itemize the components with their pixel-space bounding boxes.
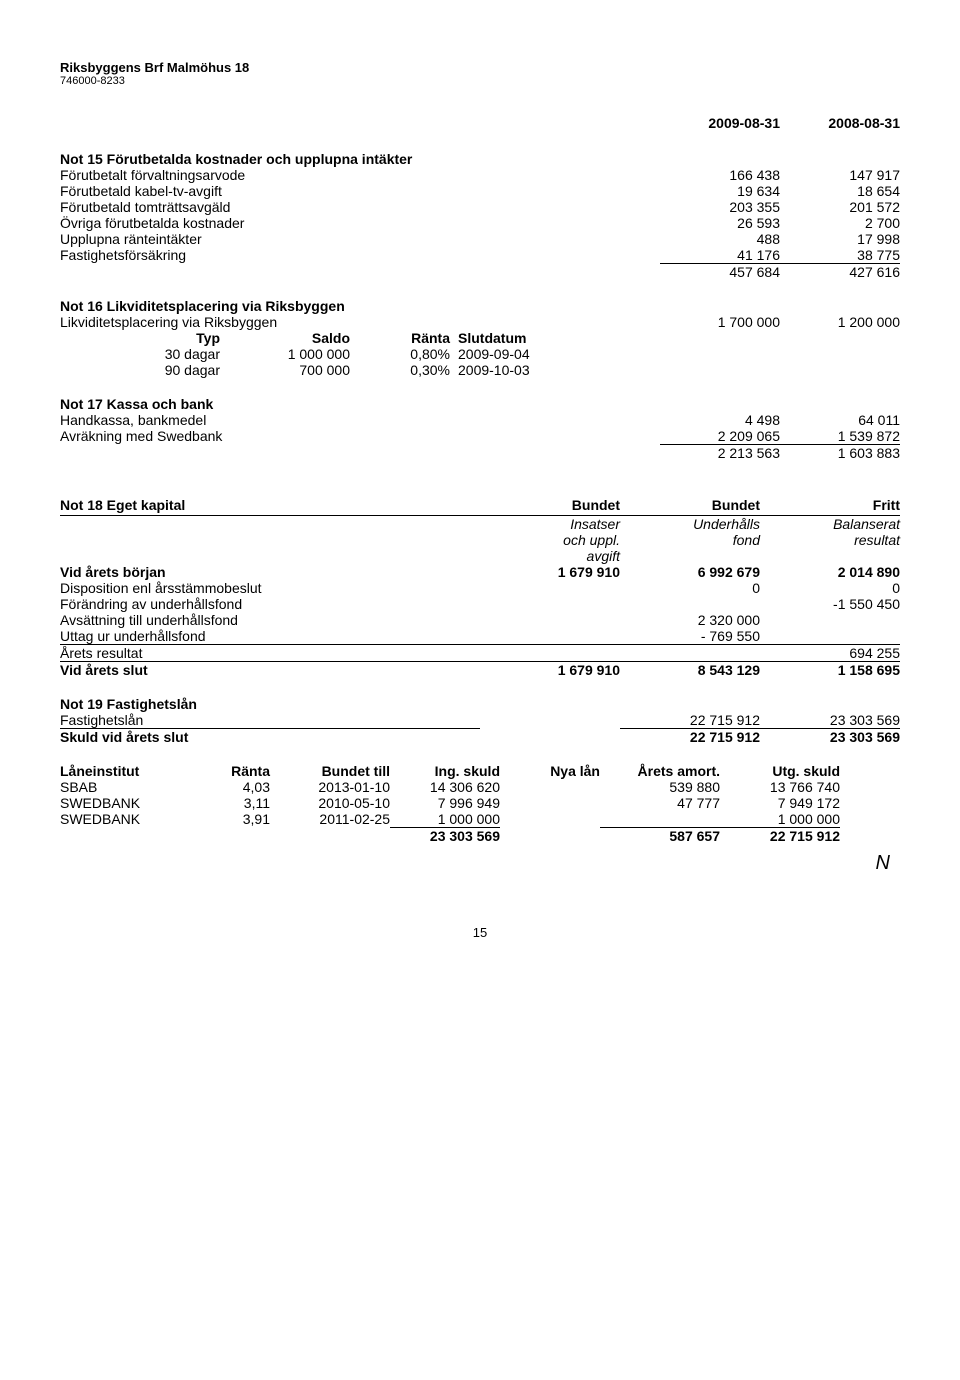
not15-row: Övriga förutbetalda kostnader 26 593 2 7…	[60, 215, 900, 231]
not15-row: Förutbetald tomträttsavgäld 203 355 201 …	[60, 199, 900, 215]
not19-end: Skuld vid årets slut 22 715 912 23 303 5…	[60, 728, 900, 745]
not15-row: Fastighetsförsäkring 41 176 38 775	[60, 247, 900, 263]
loan-sum: 23 303 569 587 657 22 715 912	[60, 827, 900, 844]
not15-row: Förutbetald kabel-tv-avgift 19 634 18 65…	[60, 183, 900, 199]
not18-row: Uttag ur underhållsfond - 769 550	[60, 628, 900, 644]
loan-row: SWEDBANK 3,91 2011-02-25 1 000 000 1 000…	[60, 811, 900, 827]
signature-mark: N	[60, 852, 900, 875]
not18-end: Vid årets slut 1 679 910 8 543 129 1 158…	[60, 661, 900, 678]
not18-sub3: avgift	[60, 548, 900, 564]
not18-header: Not 18 Eget kapital Bundet Bundet Fritt	[60, 497, 900, 516]
not15-row: Upplupna ränteintäkter 488 17 998	[60, 231, 900, 247]
not18-row: Disposition enl årsstämmobeslut 0 0	[60, 580, 900, 596]
date-col-2: 2008-08-31	[780, 115, 900, 131]
date-header-row: 2009-08-31 2008-08-31	[60, 115, 900, 131]
not18-sub1: Insatser Underhålls Balanserat	[60, 516, 900, 532]
not17-row: Avräkning med Swedbank 2 209 065 1 539 8…	[60, 428, 900, 444]
not16-subheader: Typ Saldo Ränta Slutdatum	[60, 330, 900, 346]
loan-header: Låneinstitut Ränta Bundet till Ing. skul…	[60, 763, 900, 779]
not17-sum: 2 213 563 1 603 883	[60, 444, 900, 461]
not18-row: Årets resultat 694 255	[60, 644, 900, 661]
not17-row: Handkassa, bankmedel 4 498 64 011	[60, 412, 900, 428]
not18-row: Vid årets början 1 679 910 6 992 679 2 0…	[60, 564, 900, 580]
not15-title: Not 15 Förutbetalda kostnader och upplup…	[60, 151, 900, 167]
not19-line: Fastighetslån 22 715 912 23 303 569	[60, 712, 900, 728]
not18-row: Förändring av underhållsfond -1 550 450	[60, 596, 900, 612]
org-title: Riksbyggens Brf Malmöhus 18	[60, 60, 900, 75]
not19-title: Not 19 Fastighetslån	[60, 696, 900, 712]
not17-title: Not 17 Kassa och bank	[60, 396, 900, 412]
org-number: 746000-8233	[60, 75, 900, 87]
not15-row: Förutbetalt förvaltningsarvode 166 438 1…	[60, 167, 900, 183]
loan-row: SWEDBANK 3,11 2010-05-10 7 996 949 47 77…	[60, 795, 900, 811]
not18-row: Avsättning till underhållsfond 2 320 000	[60, 612, 900, 628]
loan-row: SBAB 4,03 2013-01-10 14 306 620 539 880 …	[60, 779, 900, 795]
not16-row: 90 dagar 700 000 0,30% 2009-10-03	[60, 362, 900, 378]
not18-sub2: och uppl. fond resultat	[60, 532, 900, 548]
not15-sum: 457 684 427 616	[60, 263, 900, 280]
not16-line: Likviditetsplacering via Riksbyggen 1 70…	[60, 314, 900, 330]
document-header: Riksbyggens Brf Malmöhus 18 746000-8233	[60, 60, 900, 87]
not16-row: 30 dagar 1 000 000 0,80% 2009-09-04	[60, 346, 900, 362]
page-number: 15	[60, 925, 900, 940]
date-col-1: 2009-08-31	[660, 115, 780, 131]
not16-title: Not 16 Likviditetsplacering via Riksbygg…	[60, 298, 900, 314]
